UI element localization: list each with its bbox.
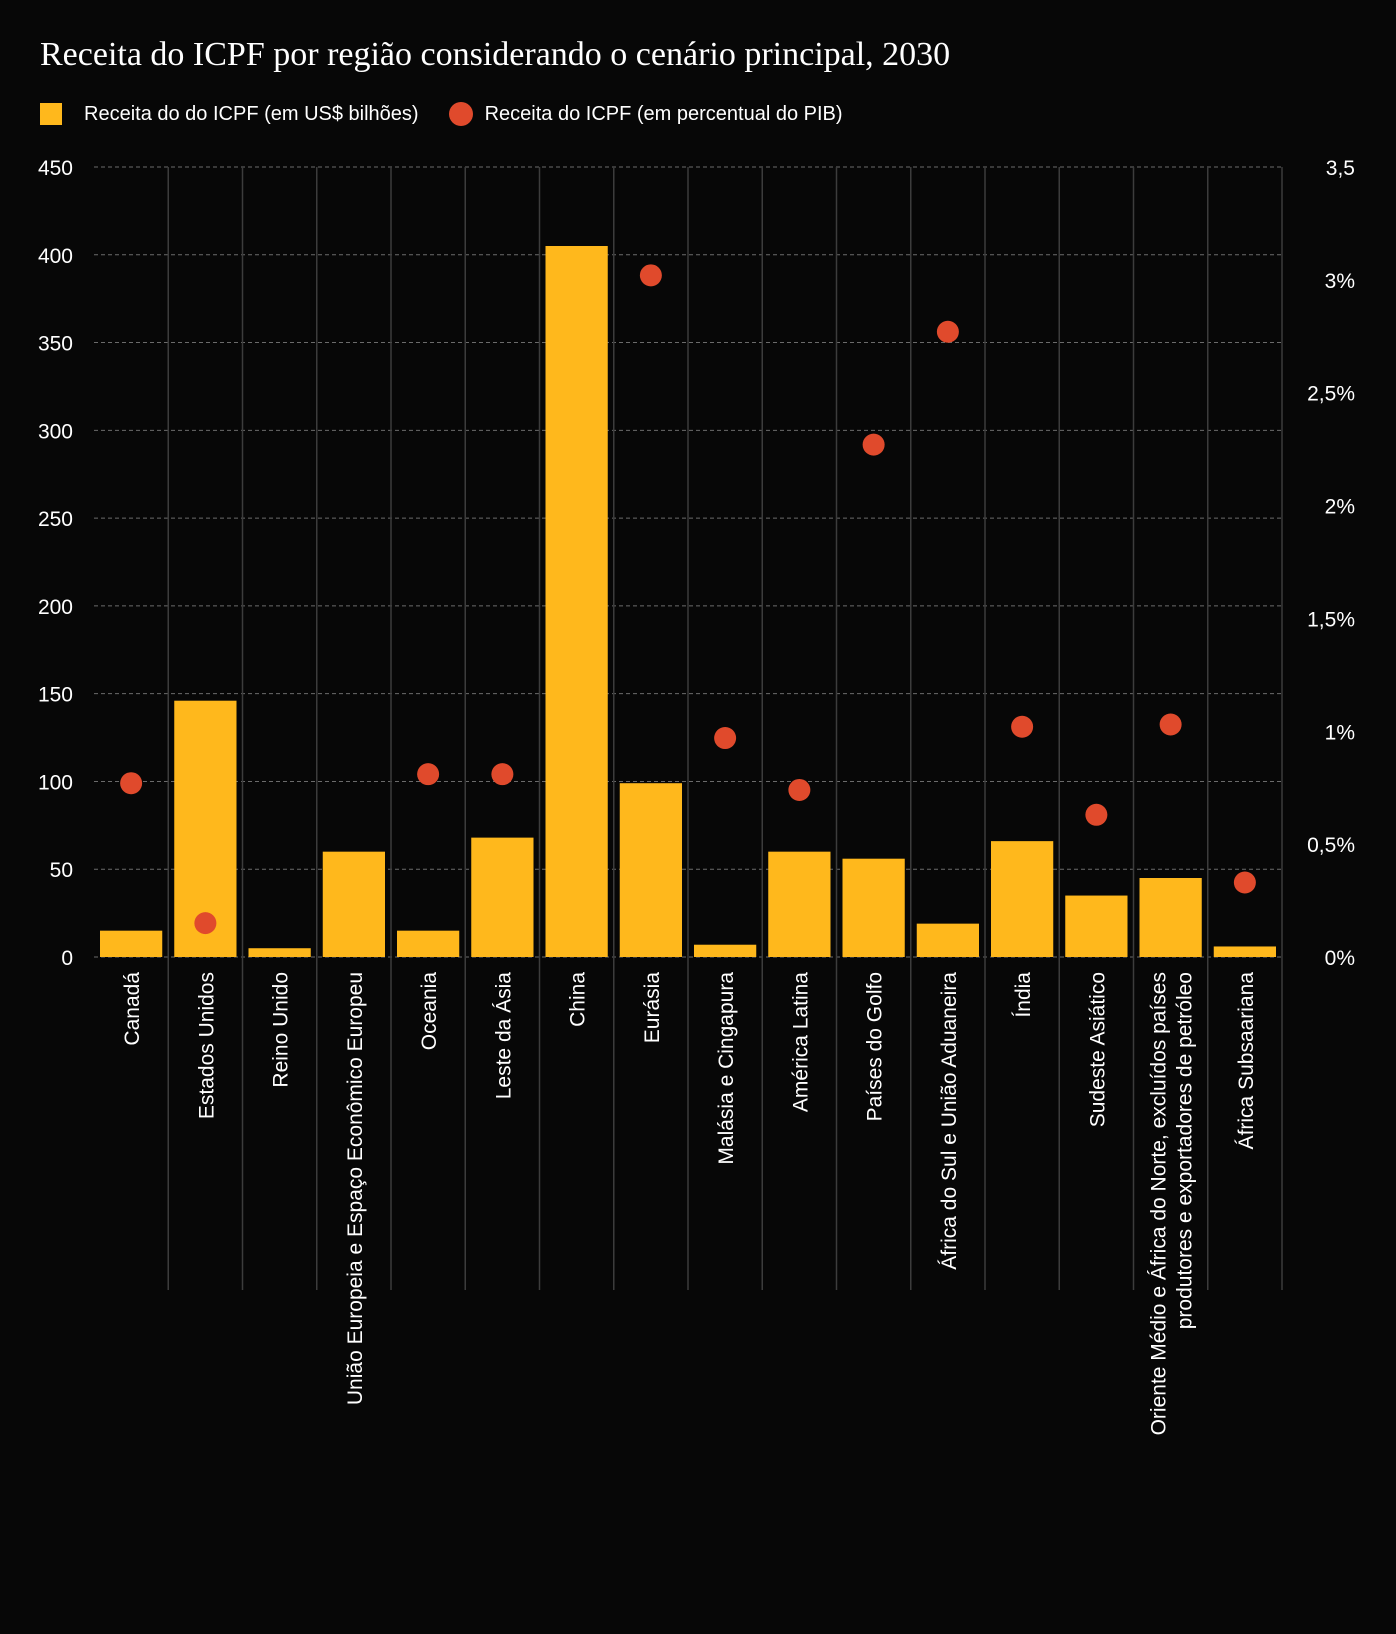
- y-left-tick-label: 0: [61, 947, 73, 970]
- category-label: Países do Golfo: [864, 972, 887, 1121]
- category-label: América Latina: [789, 972, 812, 1112]
- y-right-tick-label: 1%: [1325, 721, 1355, 744]
- y-right-tick-label: 3,5: [1326, 157, 1355, 180]
- data-point: [788, 778, 811, 801]
- legend-bar-swatch: [40, 103, 62, 125]
- y-left-tick-label: 350: [38, 333, 73, 356]
- category-label: Oceania: [418, 972, 441, 1051]
- category-label: África Subsaariana: [1235, 972, 1258, 1150]
- data-point: [1233, 871, 1256, 894]
- bar: [471, 837, 534, 957]
- legend-item-dots: Receita do ICPF (em percentual do PIB): [448, 102, 843, 126]
- category-label: União Europeia e Espaço Econômico Europe…: [344, 972, 367, 1405]
- y-left-tick-label: 300: [38, 420, 73, 443]
- data-point: [417, 763, 440, 786]
- y-right-tick-label: 0%: [1325, 947, 1355, 970]
- category-label: Estados Unidos: [195, 972, 218, 1119]
- bar: [545, 246, 608, 957]
- bar: [619, 783, 682, 957]
- category-label: Sudeste Asiático: [1086, 972, 1109, 1127]
- y-left-tick-label: 150: [38, 684, 73, 707]
- data-point: [639, 264, 662, 287]
- category-label: Leste da Ásia: [492, 972, 515, 1100]
- legend-dots-label: Receita do ICPF (em percentual do PIB): [484, 102, 843, 125]
- bar: [1065, 895, 1128, 957]
- bar: [1213, 946, 1276, 957]
- category-label: Oriente Médio e África do Norte, excluíd…: [1148, 972, 1171, 1435]
- bar: [694, 944, 757, 957]
- bar: [100, 930, 163, 957]
- legend-dot-swatch: [448, 102, 473, 126]
- data-point: [120, 772, 143, 795]
- legend-bars-label: Receita do do ICPF (em US$ bilhões): [84, 102, 419, 125]
- bar: [248, 948, 311, 957]
- y-left-tick-label: 250: [38, 508, 73, 531]
- category-label: Eurásia: [641, 972, 664, 1044]
- y-left-tick-label: 200: [38, 596, 73, 619]
- y-left-tick-label: 50: [50, 859, 73, 882]
- category-label: produtores e exportadores de petróleo: [1174, 972, 1197, 1329]
- y-right-tick-label: 0,5%: [1307, 834, 1355, 857]
- data-point: [936, 320, 959, 343]
- y-right-tick-label: 3%: [1325, 270, 1355, 293]
- y-left-tick-label: 100: [38, 771, 73, 794]
- bar: [991, 841, 1054, 957]
- bar: [768, 851, 831, 957]
- category-label: China: [567, 972, 590, 1027]
- bar: [842, 858, 905, 957]
- legend-item-bars: Receita do do ICPF (em US$ bilhões): [40, 103, 419, 126]
- category-label: Reino Unido: [270, 972, 293, 1088]
- bar: [916, 923, 979, 957]
- y-right-tick-label: 1,5%: [1307, 608, 1355, 631]
- y-right-tick-label: 2%: [1325, 496, 1355, 519]
- chart-title: Receita do ICPF por região considerando …: [40, 36, 951, 73]
- y-left-tick-label: 400: [38, 245, 73, 268]
- data-point: [1011, 715, 1034, 738]
- category-label: Canadá: [121, 972, 144, 1046]
- bar: [397, 930, 460, 957]
- data-point: [1159, 713, 1182, 736]
- data-point: [862, 433, 885, 456]
- y-left-tick-label: 450: [38, 157, 73, 180]
- data-point: [491, 763, 514, 786]
- data-point: [1085, 803, 1108, 826]
- y-right-tick-label: 2,5%: [1307, 383, 1355, 406]
- bar: [322, 851, 385, 957]
- category-label: Malásia e Cingapura: [715, 972, 738, 1165]
- category-label: África do Sul e União Aduaneira: [938, 972, 961, 1270]
- category-label: Índia: [1012, 972, 1035, 1018]
- chart-legend: Receita do do ICPF (em US$ bilhões) Rece…: [40, 98, 873, 130]
- data-point: [714, 727, 737, 750]
- bar: [1139, 878, 1202, 957]
- data-point: [194, 912, 217, 935]
